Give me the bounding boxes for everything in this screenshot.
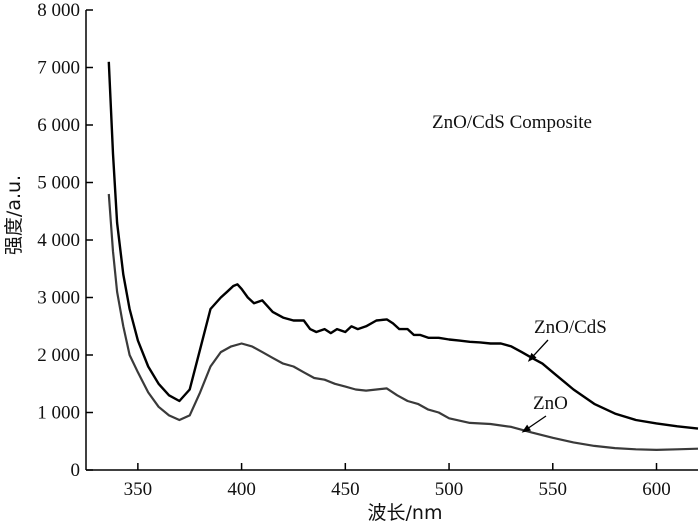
chart-title: ZnO/CdS Composite bbox=[432, 112, 592, 133]
annotation-arrow-line bbox=[531, 339, 549, 358]
x-tick-label: 350 bbox=[124, 479, 153, 500]
annotation-arrowhead bbox=[521, 424, 532, 433]
x-tick-label: 500 bbox=[435, 479, 464, 500]
x-tick-label: 450 bbox=[331, 479, 360, 500]
annotation-arrow-line bbox=[526, 415, 547, 430]
plot-area: 0 1 000 2 000 3 000 4 000 5 000 6 000 7 000 8 00… bbox=[37, 0, 699, 500]
y-tick-label: 3 000 bbox=[37, 288, 80, 309]
x-axis-title: 波长/nm bbox=[368, 502, 443, 524]
series-annotation-label: ZnO/CdS bbox=[534, 317, 607, 338]
y-tick-label: 7 000 bbox=[37, 58, 80, 79]
y-tick-label: 8 000 bbox=[37, 0, 80, 21]
y-ticks: 0 1 000 2 000 3 000 4 000 5 000 6 000 7 000 8 00… bbox=[37, 0, 93, 481]
annotation-layer: ZnO/CdS ZnO bbox=[521, 317, 607, 433]
x-tick-label: 600 bbox=[642, 479, 671, 500]
series-line-zno bbox=[107, 193, 699, 451]
x-ticks: 350 400 450 500 550 600 bbox=[124, 463, 671, 500]
y-tick-label: 1 000 bbox=[37, 403, 80, 424]
y-axis-title: 强度/a.u. bbox=[3, 175, 25, 255]
x-tick-label: 550 bbox=[539, 479, 568, 500]
y-tick-label: 6 000 bbox=[37, 115, 80, 136]
series-annotation-label: ZnO bbox=[533, 393, 568, 414]
y-tick-label: 5 000 bbox=[37, 173, 80, 194]
x-tick-label: 400 bbox=[227, 479, 256, 500]
series-layer bbox=[107, 61, 699, 451]
y-tick-label: 2 000 bbox=[37, 345, 80, 366]
series-line-zno-cds bbox=[107, 61, 699, 430]
annotation-arrowhead bbox=[527, 352, 537, 362]
y-tick-label: 0 bbox=[71, 460, 81, 481]
y-tick-label: 4 000 bbox=[37, 230, 80, 251]
